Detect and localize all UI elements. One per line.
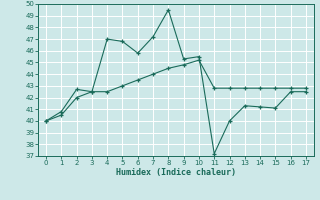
X-axis label: Humidex (Indice chaleur): Humidex (Indice chaleur) xyxy=(116,168,236,177)
